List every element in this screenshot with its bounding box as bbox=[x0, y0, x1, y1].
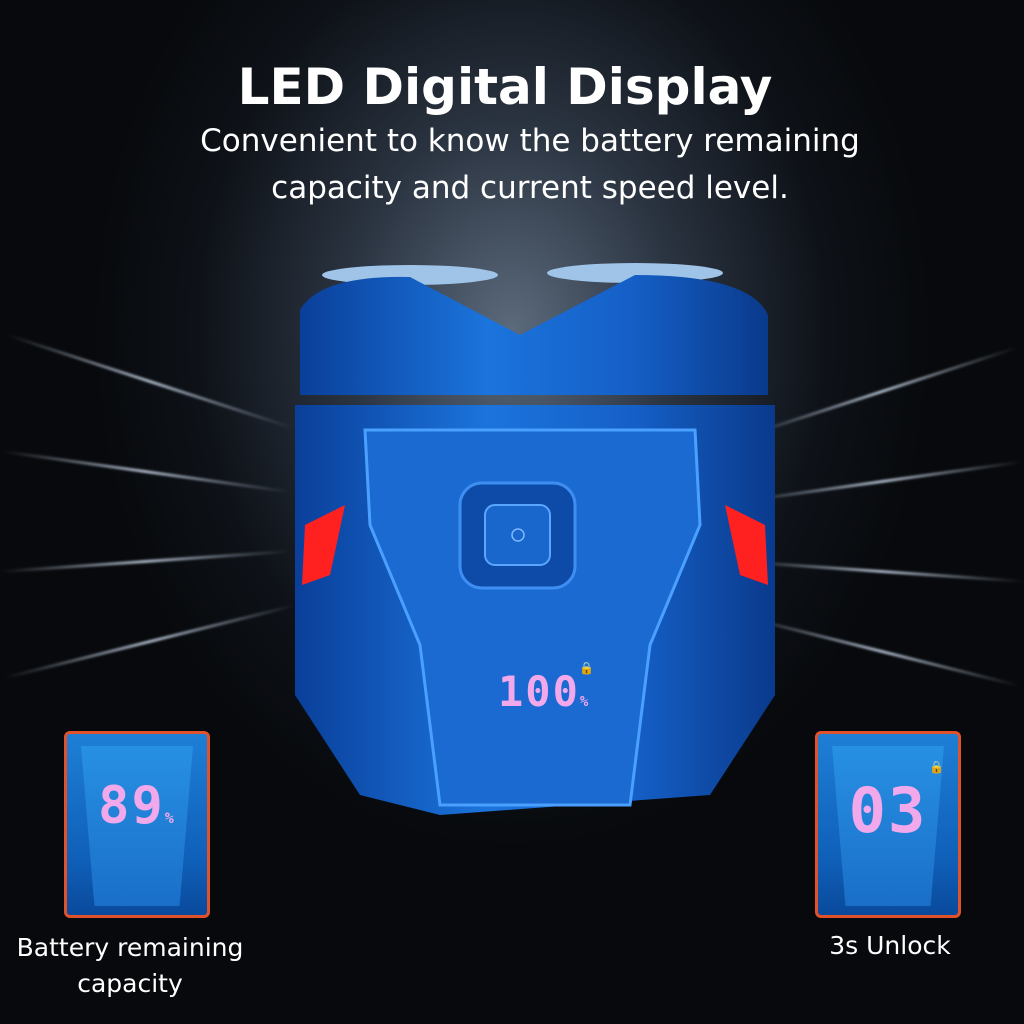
device-display: 100% 🔒 bbox=[498, 661, 594, 716]
page-title: LED Digital Display bbox=[237, 58, 773, 116]
page-subtitle: Convenient to know the battery remaining… bbox=[200, 123, 860, 206]
device-display-value: 100 bbox=[498, 667, 580, 716]
device-display-unit: % bbox=[579, 694, 591, 710]
led-indicator-left bbox=[302, 505, 345, 585]
shaver-illustration bbox=[295, 263, 775, 815]
unlock-value: 03 bbox=[848, 774, 928, 847]
shaver-device: 100% 🔒 bbox=[290, 255, 780, 840]
unlock-inset: 03 🔒 bbox=[815, 731, 961, 918]
battery-value: 89% bbox=[98, 776, 176, 836]
lock-icon: 🔒 bbox=[579, 661, 595, 675]
led-indicator-right bbox=[725, 505, 768, 585]
battery-caption: Battery remaining capacity bbox=[16, 933, 244, 998]
unlock-caption: 3s Unlock bbox=[829, 931, 951, 960]
lock-icon: 🔒 bbox=[929, 760, 944, 774]
power-button bbox=[484, 504, 551, 566]
battery-inset: 89% bbox=[64, 731, 210, 918]
power-icon bbox=[511, 528, 525, 542]
